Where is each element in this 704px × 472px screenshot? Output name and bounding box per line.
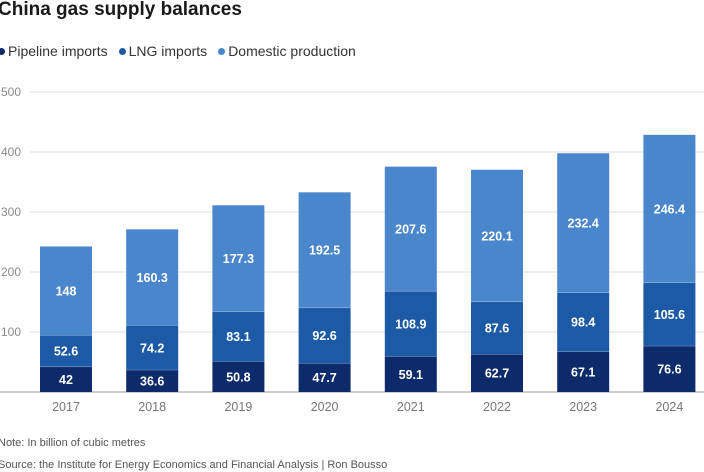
data-label-pipeline-imports-2021: 59.1 bbox=[399, 368, 423, 382]
x-tick-label-2018: 2018 bbox=[138, 400, 166, 414]
data-label-pipeline-imports-2024: 76.6 bbox=[657, 363, 681, 377]
legend-swatch-pipeline-imports bbox=[0, 47, 5, 55]
legend-label-pipeline-imports: Pipeline imports bbox=[8, 43, 108, 59]
data-label-lng-imports-2024: 105.6 bbox=[654, 308, 685, 322]
data-label-lng-imports-2020: 92.6 bbox=[312, 329, 336, 343]
legend-swatch-lng-imports bbox=[118, 47, 126, 55]
bar-pipeline-imports-2024 bbox=[643, 346, 696, 392]
chart-source: Source: the Institute for Energy Economi… bbox=[0, 459, 388, 471]
bar-pipeline-imports-2019 bbox=[212, 361, 265, 392]
data-label-domestic-production-2023: 232.4 bbox=[568, 216, 599, 230]
data-label-pipeline-imports-2020: 47.7 bbox=[312, 371, 336, 385]
data-label-pipeline-imports-2022: 62.7 bbox=[485, 367, 509, 381]
data-label-lng-imports-2022: 87.6 bbox=[485, 322, 509, 336]
bar-lng-imports-2020 bbox=[298, 307, 351, 364]
bar-lng-imports-2017 bbox=[40, 335, 92, 367]
data-label-domestic-production-2019: 177.3 bbox=[223, 252, 254, 266]
legend-item-domestic-production: Domestic production bbox=[218, 43, 356, 59]
bar-lng-imports-2022 bbox=[471, 301, 523, 355]
x-tick-label-2019: 2019 bbox=[224, 400, 252, 414]
data-label-pipeline-imports-2019: 50.8 bbox=[226, 370, 250, 384]
y-tick-label-200: 200 bbox=[1, 265, 21, 279]
bar-lng-imports-2018 bbox=[126, 325, 179, 371]
stacked-bar-chart: 100 200 300 400 500 42 52.6 148 2017 36.6 74.2 160.… bbox=[0, 85, 704, 414]
bar-domestic-production-2024 bbox=[643, 134, 696, 283]
bar-domestic-production-2022 bbox=[471, 169, 523, 302]
legend-swatch-domestic-production bbox=[218, 47, 226, 55]
chart-legend: Pipeline imports LNG imports Domestic pr… bbox=[0, 43, 367, 59]
data-label-lng-imports-2019: 83.1 bbox=[226, 330, 250, 344]
bar-pipeline-imports-2018 bbox=[126, 370, 179, 392]
legend-item-pipeline-imports: Pipeline imports bbox=[0, 43, 108, 59]
data-label-pipeline-imports-2017: 42 bbox=[59, 373, 73, 387]
bar-pipeline-imports-2017 bbox=[40, 366, 92, 392]
bar-domestic-production-2020 bbox=[298, 192, 351, 308]
chart-note: Note: In billion of cubic metres bbox=[0, 437, 146, 449]
data-label-domestic-production-2017: 148 bbox=[56, 284, 77, 298]
data-label-pipeline-imports-2018: 36.6 bbox=[140, 375, 164, 389]
data-label-domestic-production-2021: 207.6 bbox=[395, 222, 426, 236]
bar-pipeline-imports-2020 bbox=[298, 363, 351, 392]
legend-item-lng-imports: LNG imports bbox=[118, 43, 208, 59]
data-label-lng-imports-2021: 108.9 bbox=[395, 317, 426, 331]
bar-lng-imports-2019 bbox=[212, 311, 265, 362]
x-tick-label-2020: 2020 bbox=[311, 400, 339, 414]
x-tick-label-2024: 2024 bbox=[655, 400, 683, 414]
y-tick-label-400: 400 bbox=[1, 145, 21, 159]
x-tick-label-2017: 2017 bbox=[52, 400, 80, 414]
data-label-pipeline-imports-2023: 67.1 bbox=[571, 365, 595, 379]
data-label-lng-imports-2023: 98.4 bbox=[571, 316, 595, 330]
bar-domestic-production-2023 bbox=[557, 153, 610, 293]
bar-domestic-production-2017 bbox=[40, 246, 92, 336]
legend-label-domestic-production: Domestic production bbox=[228, 43, 356, 59]
data-label-lng-imports-2017: 52.6 bbox=[54, 345, 78, 359]
y-tick-label-100: 100 bbox=[1, 325, 21, 339]
bar-pipeline-imports-2022 bbox=[471, 354, 523, 392]
bar-domestic-production-2021 bbox=[384, 166, 437, 292]
bar-lng-imports-2024 bbox=[643, 282, 696, 347]
data-label-domestic-production-2024: 246.4 bbox=[654, 202, 685, 216]
data-label-domestic-production-2022: 220.1 bbox=[481, 229, 512, 243]
data-label-domestic-production-2018: 160.3 bbox=[137, 271, 168, 285]
y-tick-label-300: 300 bbox=[1, 205, 21, 219]
x-tick-label-2023: 2023 bbox=[569, 400, 597, 414]
x-tick-label-2021: 2021 bbox=[397, 400, 425, 414]
x-tick-label-2022: 2022 bbox=[483, 400, 511, 414]
bar-domestic-production-2019 bbox=[212, 205, 265, 312]
bar-pipeline-imports-2021 bbox=[384, 356, 437, 392]
legend-label-lng-imports: LNG imports bbox=[128, 43, 208, 59]
bar-pipeline-imports-2023 bbox=[557, 351, 610, 392]
chart-title: China gas supply balances bbox=[0, 0, 242, 20]
y-tick-label-500: 500 bbox=[1, 85, 21, 99]
bar-lng-imports-2021 bbox=[384, 291, 437, 357]
bar-lng-imports-2023 bbox=[557, 292, 610, 352]
bar-domestic-production-2018 bbox=[126, 229, 179, 326]
data-label-lng-imports-2018: 74.2 bbox=[140, 341, 164, 355]
data-label-domestic-production-2020: 192.5 bbox=[309, 244, 340, 258]
